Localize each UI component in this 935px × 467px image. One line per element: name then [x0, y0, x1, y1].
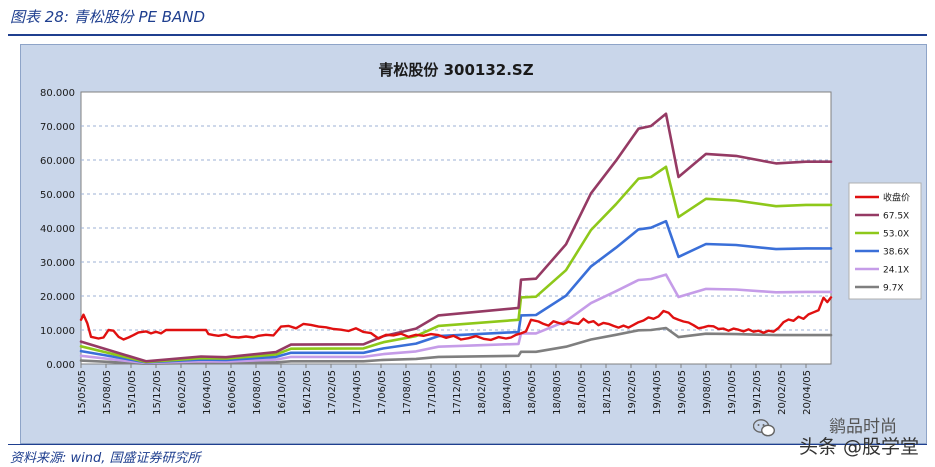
x-tick-label: 18/06/05: [527, 370, 538, 415]
figure-title: 图表 28: 青松股份 PE BAND: [10, 8, 206, 26]
y-tick-label: 50.000: [40, 190, 75, 201]
x-tick-label: 18/10/05: [577, 370, 588, 415]
x-tick-label: 19/10/05: [727, 370, 738, 415]
x-tick-label: 17/12/05: [452, 370, 463, 415]
x-tick-label: 16/12/05: [302, 370, 313, 415]
legend-label-close: 收盘价: [883, 192, 910, 204]
x-tick-label: 20/04/05: [802, 370, 813, 415]
series-lines: [79, 112, 833, 365]
legend-label-pe97: 9.7X: [883, 284, 903, 294]
y-tick-label: 30.000: [40, 258, 75, 269]
legend-label-pe530: 53.0X: [883, 230, 909, 240]
y-tick-label: 40.000: [40, 224, 75, 235]
chart-title: 青松股份 300132.SZ: [378, 61, 533, 79]
chart-frame: 青松股份 300132.SZ 0.000 10.000 20.000 30.000 40…: [20, 44, 927, 444]
x-tick-label: 18/08/05: [552, 370, 563, 415]
x-tick-label: 20/02/05: [777, 370, 788, 415]
x-tick-label: 16/06/05: [227, 370, 238, 415]
series-line-pe97: [79, 326, 833, 365]
y-tick-label: 10.000: [40, 326, 75, 337]
source-note: 资料来源: wind, 国盛证券研究所: [10, 451, 201, 466]
legend: 收盘价 67.5X 53.0X 38.6X 24.1X 9.7X: [848, 182, 922, 300]
x-tick-label: 18/12/05: [602, 370, 613, 415]
source-rule: [8, 444, 927, 445]
legend-label-pe675: 67.5X: [883, 212, 909, 222]
x-tick-label: 16/02/05: [177, 370, 188, 415]
x-tick-label: 17/10/05: [427, 370, 438, 415]
x-tick-label: 19/12/05: [752, 370, 763, 415]
y-tick-label: 70.000: [40, 122, 75, 133]
series-line-pe530: [79, 165, 833, 364]
series-line-pe386: [79, 219, 833, 364]
watermark: 鹟品时尚 头条 @股学堂: [753, 412, 923, 464]
x-tick-label: 15/05/05: [77, 370, 88, 415]
x-tick-label: 15/10/05: [127, 370, 138, 415]
x-tick-label: 17/02/05: [327, 370, 338, 415]
series-line-pe241: [79, 273, 833, 365]
gridlines: [81, 125, 831, 331]
x-tick-label: 16/08/05: [252, 370, 263, 415]
y-tick-label: 20.000: [40, 292, 75, 303]
x-tick-label: 17/06/05: [377, 370, 388, 415]
y-tick-label: 80.000: [40, 88, 75, 99]
y-tick-label: 0.000: [46, 360, 75, 371]
x-tick-label: 19/06/05: [677, 370, 688, 415]
title-rule: [8, 34, 927, 36]
y-tick-label: 60.000: [40, 156, 75, 167]
wechat-logo-icon: [753, 419, 775, 437]
y-axis: 0.000 10.000 20.000 30.000 40.000 50.000 60.00…: [40, 88, 75, 371]
legend-box: [848, 182, 922, 300]
legend-label-pe386: 38.6X: [883, 248, 909, 258]
x-tick-label: 16/04/05: [202, 370, 213, 415]
x-tick-label: 15/12/05: [152, 370, 163, 415]
watermark-account: 鹟品时尚: [829, 417, 897, 437]
series-line-close: [79, 296, 833, 342]
x-tick-label: 16/10/05: [277, 370, 288, 415]
x-tick-label: 19/02/05: [627, 370, 638, 415]
x-axis: 15/05/05 15/08/05 15/10/05 15/12/05 16/02/05…: [77, 364, 813, 415]
legend-label-pe241: 24.1X: [883, 266, 909, 276]
pe-band-chart: 青松股份 300132.SZ 0.000 10.000 20.000 30.000 40…: [40, 61, 922, 415]
x-tick-label: 15/08/05: [102, 370, 113, 415]
watermark-platform: 头条 @股学堂: [798, 436, 919, 458]
x-tick-label: 18/04/05: [502, 370, 513, 415]
x-tick-label: 19/04/05: [652, 370, 663, 415]
series-line-pe675: [79, 112, 833, 363]
x-tick-label: 17/04/05: [352, 370, 363, 415]
x-tick-label: 19/08/05: [702, 370, 713, 415]
x-tick-label: 18/02/05: [477, 370, 488, 415]
x-tick-label: 17/08/05: [402, 370, 413, 415]
